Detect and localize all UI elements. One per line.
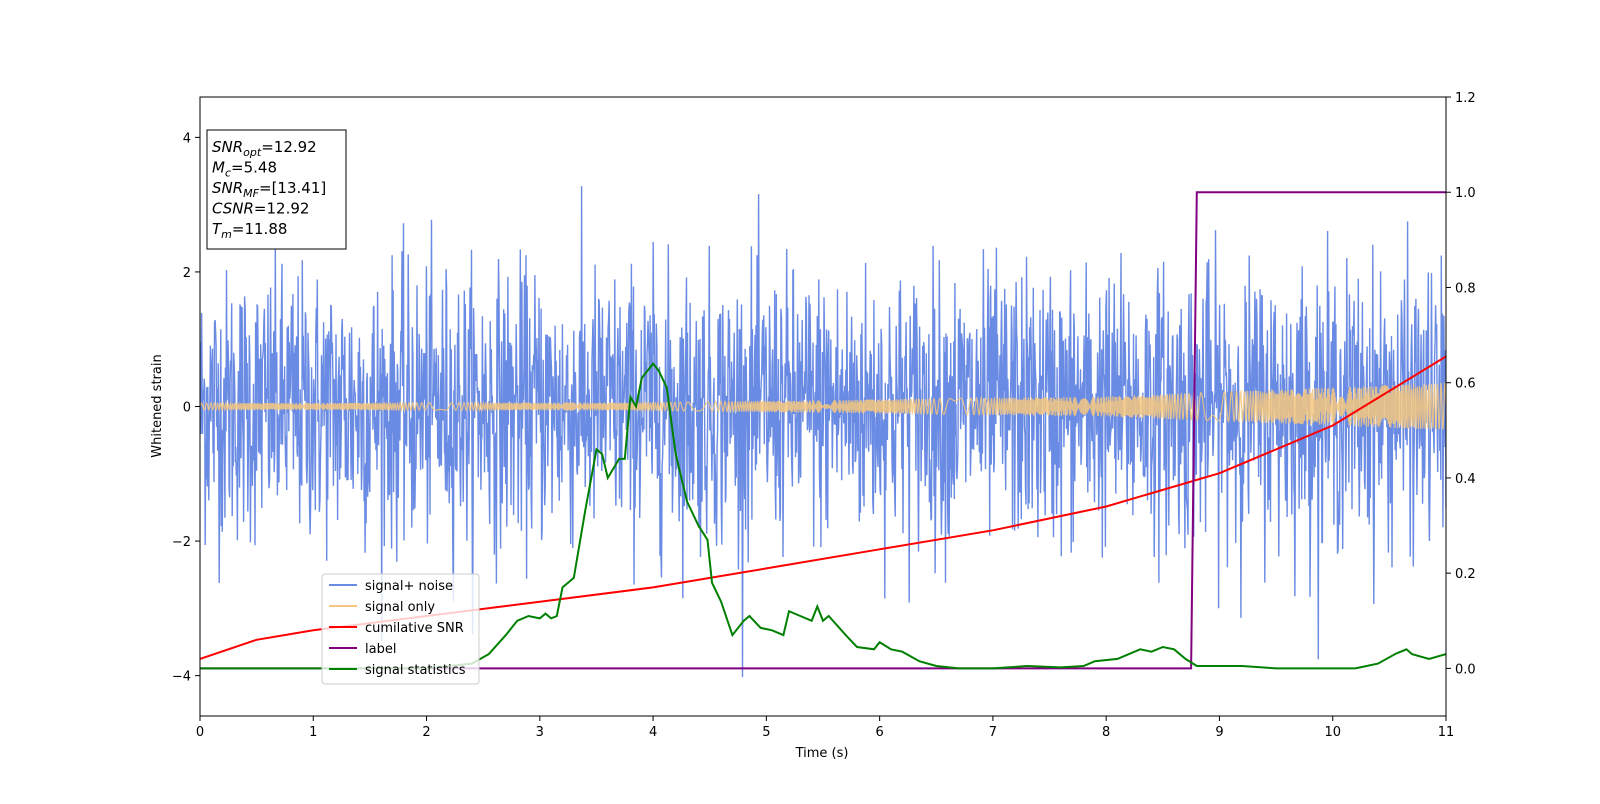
annotation-line: CSNR=12.92 [212, 200, 309, 218]
x-tick-label: 5 [762, 725, 770, 740]
x-tick-label: 1 [309, 725, 317, 740]
y-tick-label: 2 [183, 266, 191, 281]
x-tick-label: 8 [1102, 725, 1110, 740]
y2-tick-label: 0.0 [1455, 662, 1476, 677]
legend: signal+ noise signal only cumilative SNR la… [321, 573, 480, 685]
annotation-line: Mc=5.48 [212, 159, 277, 180]
x-tick-label: 11 [1438, 725, 1455, 740]
x-axis-label: Time (s) [795, 746, 849, 761]
x-tick-label: 3 [536, 725, 544, 740]
series-cumulative-snr [200, 355, 1446, 660]
y-axis-label: Whitened strain [150, 354, 165, 457]
series-label [200, 191, 1446, 670]
x-tick-label: 7 [989, 725, 997, 740]
x-tick-label: 10 [1324, 725, 1341, 740]
annotation-line: SNRMF=[13.41] [212, 179, 326, 200]
annotation-line: Tm=11.88 [212, 220, 287, 241]
x-tick-label: 2 [422, 725, 430, 740]
y2-tick-label: 1.0 [1455, 186, 1476, 201]
y2-tick-label: 1.2 [1455, 91, 1476, 106]
legend-label: cumilative SNR [365, 621, 464, 636]
y2-tick-label: 0.2 [1455, 567, 1476, 582]
x-tick-label: 9 [1215, 725, 1223, 740]
y-tick-label: −2 [172, 535, 191, 550]
plot-area [200, 186, 1446, 678]
y-tick-label: 4 [183, 131, 191, 146]
legend-label: label [365, 642, 396, 657]
x-tick-label: 4 [649, 725, 657, 740]
series-signal-statistics [200, 361, 1446, 670]
annotation-box: SNRopt=12.92Mc=5.48SNRMF=[13.41]CSNR=12.… [206, 129, 347, 250]
legend-label: signal only [365, 600, 435, 615]
x-tick-label: 6 [875, 725, 883, 740]
annotation-line: SNRopt=12.92 [212, 138, 317, 159]
x-tick-label: 0 [196, 725, 204, 740]
y-tick-label: −4 [172, 670, 191, 685]
axes: 0 1 2 3 4 5 6 7 8 9 10 11 4 2 0 −2 −4 1.2 1.0 0.8 0.6 0.4 0.2 0… [172, 91, 1476, 740]
y2-tick-label: 0.6 [1455, 377, 1476, 392]
annotation-frame [206, 129, 347, 250]
y-tick-label: 0 [183, 401, 191, 416]
series-signal-only [200, 381, 1446, 430]
legend-frame [321, 573, 480, 685]
y2-tick-label: 0.4 [1455, 472, 1476, 487]
legend-label: signal statistics [365, 663, 466, 678]
y2-tick-label: 0.8 [1455, 281, 1476, 296]
legend-label: signal+ noise [365, 579, 453, 594]
